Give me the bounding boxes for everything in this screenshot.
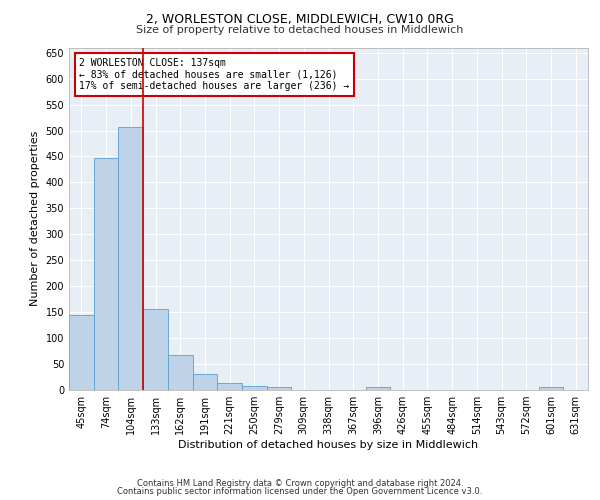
Bar [242,386,267,390]
Bar [217,384,242,390]
Bar [267,388,292,390]
Bar [94,158,118,390]
Bar [193,374,217,390]
Text: Contains public sector information licensed under the Open Government Licence v3: Contains public sector information licen… [118,487,482,496]
Bar [539,388,563,390]
X-axis label: Distribution of detached houses by size in Middlewich: Distribution of detached houses by size … [178,440,479,450]
Bar [143,308,168,390]
Text: Contains HM Land Registry data © Crown copyright and database right 2024.: Contains HM Land Registry data © Crown c… [137,478,463,488]
Text: Size of property relative to detached houses in Middlewich: Size of property relative to detached ho… [136,25,464,35]
Text: 2, WORLESTON CLOSE, MIDDLEWICH, CW10 0RG: 2, WORLESTON CLOSE, MIDDLEWICH, CW10 0RG [146,12,454,26]
Bar [365,388,390,390]
Bar [118,127,143,390]
Bar [168,355,193,390]
Text: 2 WORLESTON CLOSE: 137sqm
← 83% of detached houses are smaller (1,126)
17% of se: 2 WORLESTON CLOSE: 137sqm ← 83% of detac… [79,58,350,91]
Bar [69,315,94,390]
Y-axis label: Number of detached properties: Number of detached properties [30,131,40,306]
